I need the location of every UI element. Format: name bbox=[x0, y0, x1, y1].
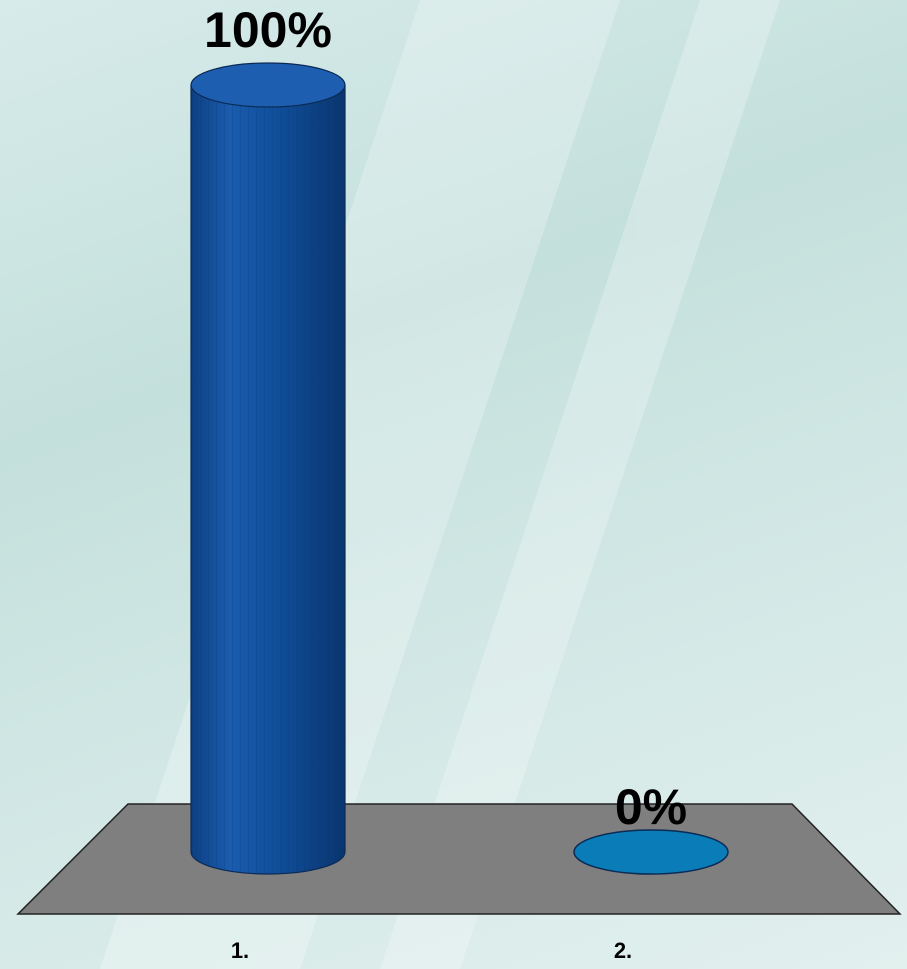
data-label-1: 100% bbox=[204, 2, 332, 58]
bar-1 bbox=[190, 62, 346, 875]
category-label-1: 1. bbox=[231, 938, 249, 963]
category-label-2: 2. bbox=[614, 938, 632, 963]
data-label-2: 0% bbox=[615, 779, 687, 835]
chart-floor bbox=[16, 803, 902, 915]
bar-2 bbox=[573, 829, 729, 875]
